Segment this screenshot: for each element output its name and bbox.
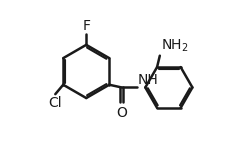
Text: Cl: Cl (48, 96, 62, 110)
Text: NH: NH (138, 73, 158, 87)
Text: F: F (82, 19, 90, 33)
Text: O: O (116, 106, 127, 120)
Text: NH$_2$: NH$_2$ (161, 38, 189, 54)
